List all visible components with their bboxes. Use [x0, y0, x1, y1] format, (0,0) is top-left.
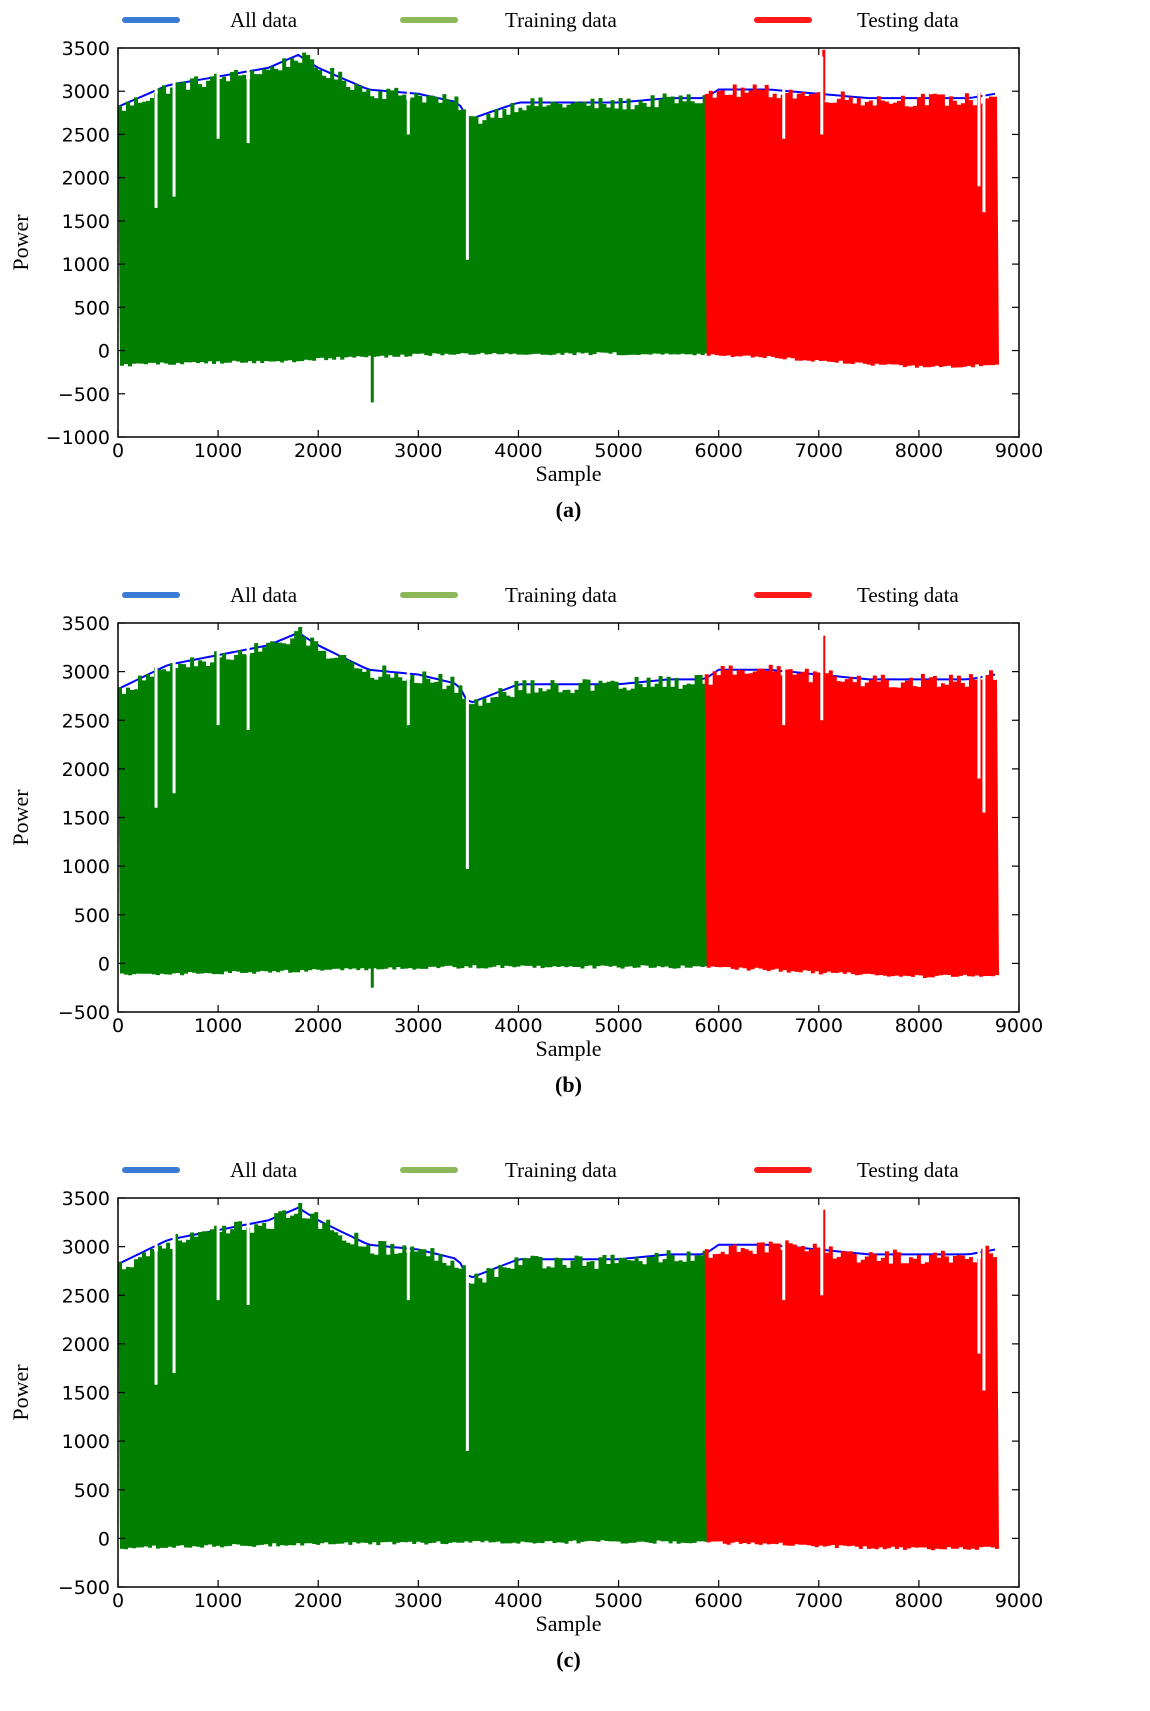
y-tick-label: 3500 [62, 38, 110, 60]
x-axis-label: Sample [536, 461, 602, 486]
x-tick-label: 3000 [394, 1590, 442, 1612]
legend-label-2: Training data [505, 583, 617, 607]
x-tick-label: 0 [112, 1015, 124, 1037]
x-tick-label: 1000 [194, 1590, 242, 1612]
legend-label-2: Training data [505, 8, 617, 32]
plot-area [118, 627, 999, 988]
x-tick-label: 4000 [494, 440, 542, 462]
x-tick-label: 7000 [795, 440, 843, 462]
y-tick-label: 3500 [62, 613, 110, 635]
y-tick-label: 1000 [62, 856, 110, 878]
panel-caption: (a) [556, 497, 582, 522]
y-tick-label: 2500 [62, 710, 110, 732]
y-tick-label: −500 [58, 384, 110, 406]
x-tick-label: 5000 [594, 1015, 642, 1037]
y-tick-label: 500 [74, 297, 110, 319]
x-tick-label: 1000 [194, 1015, 242, 1037]
x-tick-label: 8000 [895, 440, 943, 462]
legend-label-3: Testing data [857, 8, 959, 32]
x-tick-label: 0 [112, 440, 124, 462]
y-tick-label: 0 [98, 341, 110, 363]
legend-label-3: Testing data [857, 1158, 959, 1182]
y-tick-label: 2500 [62, 1285, 110, 1307]
y-tick-label: 2000 [62, 168, 110, 190]
series-training-data [118, 52, 709, 367]
x-tick-label: 3000 [394, 440, 442, 462]
y-tick-label: 500 [74, 1480, 110, 1502]
panel-caption: (c) [556, 1647, 580, 1672]
x-tick-label: 4000 [494, 1015, 542, 1037]
x-tick-label: 5000 [594, 440, 642, 462]
panel-b: All data Training data Testing data 0 1000 20… [8, 583, 1043, 1097]
x-tick-label: 3000 [394, 1015, 442, 1037]
x-tick-label: 9000 [995, 1015, 1043, 1037]
x-tick-label: 2000 [294, 1590, 342, 1612]
y-tick-label: 2000 [62, 759, 110, 781]
x-axis-label: Sample [536, 1611, 602, 1636]
y-tick-label: 3000 [62, 1237, 110, 1259]
plot-area [118, 1203, 999, 1551]
series-all-data [118, 53, 996, 120]
y-tick-label: 1500 [62, 1383, 110, 1405]
series-testing-data [704, 1240, 999, 1551]
x-tick-label: 8000 [895, 1590, 943, 1612]
x-tick-label: 2000 [294, 440, 342, 462]
x-tick-label: 5000 [594, 1590, 642, 1612]
series-testing-data [704, 84, 999, 368]
y-tick-label: −500 [58, 1002, 110, 1024]
series-testing-data [704, 664, 999, 978]
y-tick-label: 3500 [62, 1188, 110, 1210]
x-tick-label: 6000 [694, 1015, 742, 1037]
axes-frame [117, 47, 1020, 438]
plot-area [118, 49, 999, 403]
x-tick-label: 4000 [494, 1590, 542, 1612]
x-tick-label: 7000 [795, 1590, 843, 1612]
y-tick-label: 2000 [62, 1334, 110, 1356]
x-tick-label: 6000 [694, 1590, 742, 1612]
y-tick-label: 1000 [62, 254, 110, 276]
legend-label-1: All data [230, 1158, 298, 1182]
y-tick-label: −1000 [46, 427, 110, 449]
y-tick-label: 1500 [62, 808, 110, 830]
x-tick-label: 7000 [795, 1015, 843, 1037]
y-tick-label: 1500 [62, 211, 110, 233]
legend-label-1: All data [230, 8, 298, 32]
y-tick-label: 0 [98, 1528, 110, 1550]
y-tick-label: 3000 [62, 662, 110, 684]
x-tick-label: 9000 [995, 1590, 1043, 1612]
y-tick-label: 500 [74, 905, 110, 927]
x-tick-label: 6000 [694, 440, 742, 462]
series-training-data [118, 627, 709, 976]
y-axis-label: Power [8, 789, 33, 846]
panel-a: All data Training data Testing data 0 1000 20… [8, 8, 1043, 522]
y-axis-label: Power [8, 214, 33, 271]
y-tick-label: −500 [58, 1577, 110, 1599]
legend-label-2: Training data [505, 1158, 617, 1182]
x-tick-label: 1000 [194, 440, 242, 462]
legend-label-3: Testing data [857, 583, 959, 607]
panel-caption: (b) [555, 1072, 582, 1097]
panel-c: All data Training data Testing data 0 1000 20… [8, 1158, 1043, 1672]
y-axis-label: Power [8, 1364, 33, 1421]
legend-label-1: All data [230, 583, 298, 607]
y-tick-label: 0 [98, 953, 110, 975]
y-tick-label: 3000 [62, 81, 110, 103]
x-tick-label: 9000 [995, 440, 1043, 462]
series-training-data [118, 1203, 709, 1550]
x-tick-label: 2000 [294, 1015, 342, 1037]
x-tick-label: 0 [112, 1590, 124, 1612]
x-tick-label: 8000 [895, 1015, 943, 1037]
y-tick-label: 2500 [62, 124, 110, 146]
x-axis-label: Sample [536, 1036, 602, 1061]
y-tick-label: 1000 [62, 1431, 110, 1453]
